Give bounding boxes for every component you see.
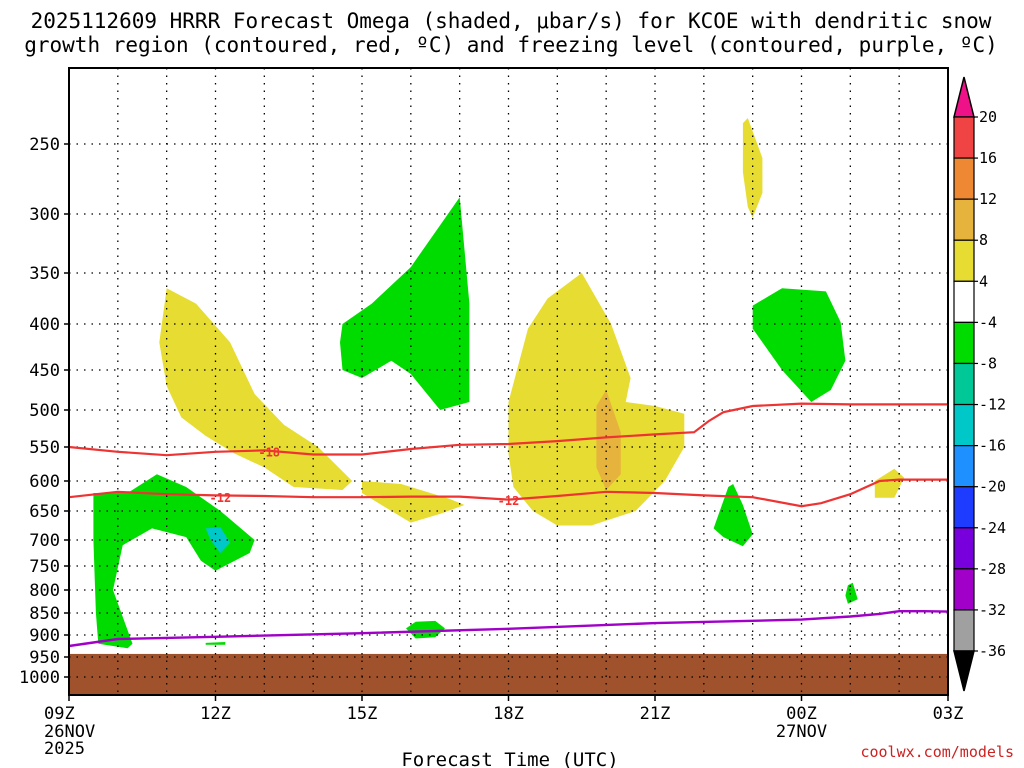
x-year-label: 2025	[44, 739, 85, 759]
omega-region-up-e	[845, 582, 858, 604]
colorbar-top-arrow	[953, 76, 975, 118]
colorbar-label: -16	[979, 437, 1006, 455]
omega-region-down-c-core	[596, 390, 621, 490]
y-tick-label: 900	[29, 626, 60, 646]
x-tick-label: 15Z	[347, 704, 378, 724]
colorbar-label: -4	[979, 313, 997, 331]
colorbar-bottom-arrow	[953, 650, 975, 692]
axes: 2503003504004505005506006507007508008509…	[19, 135, 963, 759]
colorbar-bin	[953, 157, 975, 200]
colorbar-bin	[953, 403, 975, 447]
x-date-label: 27NOV	[776, 722, 827, 742]
terrain-fill	[69, 653, 948, 695]
y-tick-label: 700	[29, 531, 60, 551]
colorbar-bin	[953, 280, 975, 323]
credit-link[interactable]: coolwx.com/models	[860, 743, 1014, 761]
y-tick-label: 600	[29, 472, 60, 492]
omega-region-down-d	[742, 118, 763, 218]
dgz-label-12: -12	[210, 491, 232, 505]
y-tick-label: 450	[29, 361, 60, 381]
x-tick-label: 09Z	[44, 704, 75, 724]
colorbar-bin	[953, 239, 975, 282]
colorbar-label: -8	[979, 354, 997, 372]
chart-title-line2: growth region (contoured, red, ºC) and f…	[24, 33, 998, 57]
y-tick-label: 750	[29, 557, 60, 577]
dgz-label-12-b: -12	[498, 494, 520, 508]
x-tick-label: 12Z	[200, 704, 231, 724]
omega-region-down-c	[508, 273, 685, 526]
colorbar-bin	[953, 486, 975, 529]
omega-region-up-f	[406, 620, 445, 639]
colorbar-label: -32	[979, 601, 1006, 619]
colorbar-bin	[953, 527, 975, 570]
colorbar-bin	[953, 568, 975, 611]
omega-region-up-a-core	[205, 527, 231, 553]
colorbar: 20 16 12 8 4 -4 -8 -12 -16 -20 -24 -28 -32 -36	[953, 76, 1006, 692]
colorbar-bin	[953, 321, 975, 365]
terrain-layer	[69, 653, 948, 695]
omega-region-up-g	[205, 642, 226, 645]
y-tick-label: 500	[29, 401, 60, 421]
contour-lines: -18 -12 -12	[68, 402, 949, 648]
y-tick-label: 400	[29, 315, 60, 335]
colorbar-label: -28	[979, 560, 1006, 578]
omega-shading	[93, 118, 905, 649]
colorbar-label: 8	[979, 231, 988, 249]
colorbar-label: 4	[979, 272, 988, 290]
x-tick-label: 00Z	[786, 704, 817, 724]
colorbar-bin	[953, 198, 975, 241]
colorbar-label: 16	[979, 149, 997, 167]
dgz-contour-12	[68, 478, 948, 508]
colorbar-label: 20	[979, 108, 997, 126]
y-tick-label: 950	[29, 648, 60, 668]
omega-region-up-a	[93, 474, 255, 649]
colorbar-bin	[953, 609, 975, 652]
omega-region-up-d	[713, 484, 753, 547]
omega-region-down-b	[362, 481, 465, 523]
y-tick-label: 250	[29, 135, 60, 155]
y-tick-label: 800	[29, 581, 60, 601]
dgz-contour-18	[68, 402, 948, 457]
y-tick-label: 300	[29, 205, 60, 225]
x-tick-label: 03Z	[933, 704, 964, 724]
freezing-level-line	[68, 610, 949, 648]
omega-region-down-a	[159, 288, 353, 490]
x-date-label: 26NOV	[44, 722, 95, 742]
x-tick-label: 18Z	[493, 704, 524, 724]
colorbar-label: 12	[979, 190, 997, 208]
x-tick-label: 21Z	[640, 704, 671, 724]
colorbar-label: -24	[979, 519, 1006, 537]
y-tick-label: 850	[29, 604, 60, 624]
x-axis-label: Forecast Time (UTC)	[401, 749, 618, 768]
colorbar-bin	[953, 116, 975, 159]
omega-region-up-b	[340, 197, 470, 410]
omega-region-down-e	[874, 468, 905, 498]
colorbar-bin	[953, 362, 975, 406]
colorbar-label: -20	[979, 478, 1006, 496]
colorbar-label: -36	[979, 642, 1006, 660]
colorbar-bin	[953, 445, 975, 488]
colorbar-label: -12	[979, 396, 1006, 414]
omega-region-up-c	[752, 288, 846, 402]
dgz-label-18: -18	[258, 445, 280, 459]
y-tick-label: 550	[29, 438, 60, 458]
chart-title-line1: 2025112609 HRRR Forecast Omega (shaded, …	[31, 9, 992, 33]
y-tick-label: 1000	[19, 668, 60, 688]
y-tick-label: 650	[29, 502, 60, 522]
y-tick-label: 350	[29, 264, 60, 284]
